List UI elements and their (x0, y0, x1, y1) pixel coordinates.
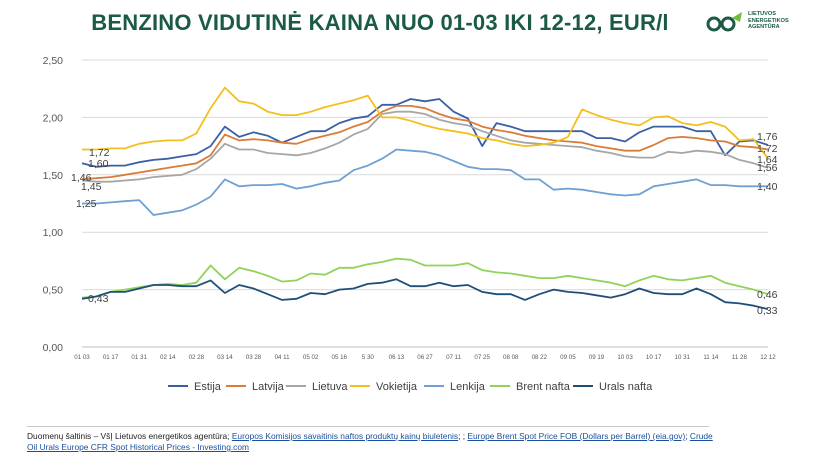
data-label-start: 1,46 (71, 172, 92, 184)
chart-series (81, 86, 769, 310)
x-tick-label: 03 14 (217, 354, 233, 361)
x-tick-label: 04 11 (275, 354, 291, 361)
series-line-lenkija (82, 148, 768, 216)
series-line-estija (81, 98, 769, 168)
source-link-ec-bulletin[interactable]: Europos Komisijos savaitinis naftos prod… (231, 431, 459, 441)
legend-label: Latvija (252, 381, 285, 393)
data-label-start: 1,45 (81, 181, 102, 193)
x-tick-label: 01 03 (74, 354, 90, 361)
logo-line: AGENTŪRA (748, 24, 780, 31)
x-tick-label: 06 27 (417, 354, 433, 361)
x-tick-label: 07 11 (446, 354, 462, 361)
x-tick-label: 08 08 (503, 354, 519, 361)
x-tick-label: 01 17 (103, 354, 119, 361)
x-tick-label: 10 03 (617, 354, 633, 361)
legend-label: Lietuva (312, 381, 348, 393)
data-label-end: 1,64 (757, 154, 778, 166)
series-line-brent-nafta (81, 257, 769, 299)
logo-line: ENERGETIKOS (748, 17, 789, 24)
x-tick-label: 10 31 (675, 354, 691, 361)
data-label-start: 1,25 (76, 198, 97, 210)
series-line-latvija (81, 105, 769, 181)
data-labels: 1,601,761,461,721,451,561,721,641,251,40… (71, 131, 778, 317)
x-tick-label: 01 31 (131, 354, 147, 361)
data-label-end: 1,76 (757, 131, 778, 143)
series-line-urals-nafta (81, 278, 769, 310)
price-line-chart: 0,00 0,50 1,00 1,50 2,00 2,50 01 03 01 17 01 31… (43, 55, 778, 393)
data-label-end: 1,72 (757, 143, 778, 155)
lea-logo: LIETUVOS ENERGETIKOS AGENTŪRA (706, 8, 816, 38)
x-tick-label: 09 05 (560, 354, 576, 361)
x-tick-label: 11 14 (703, 354, 719, 361)
x-tick-label: 05 16 (332, 354, 348, 361)
data-label-end: 0,46 (757, 289, 778, 301)
y-tick-label: 2,00 (43, 112, 64, 124)
chart-grid (82, 59, 768, 348)
legend-label: Estija (194, 381, 222, 393)
x-tick-label: 08 22 (532, 354, 548, 361)
source-link-investing-urals[interactable]: Crude Oil Urals Europe CFR Spot Historic… (27, 431, 713, 452)
source-separator: ; (685, 431, 690, 441)
lea-logo-icon (706, 12, 742, 32)
data-label-end: 1,40 (757, 181, 778, 193)
data-label-start: 1,60 (88, 158, 109, 170)
x-axis: 01 03 01 17 01 31 02 14 02 28 03 14 03 28 04 11… (74, 354, 776, 361)
lea-logo-text: LIETUVOS ENERGETIKOS AGENTŪRA (748, 11, 789, 31)
x-tick-label: 12 12 (760, 354, 776, 361)
source-link-eia-brent[interactable]: Europe Brent Spot Price FOB (Dollars per… (467, 431, 686, 441)
data-label-start: 0,43 (88, 293, 109, 305)
x-tick-label: 02 14 (160, 354, 176, 361)
x-tick-label: 02 28 (189, 354, 205, 361)
source-divider (27, 426, 709, 427)
source-prefix: Duomenų šaltinis – VšĮ Lietuvos energeti… (27, 431, 232, 441)
y-tick-label: 2,50 (43, 55, 64, 67)
x-tick-label: 11 28 (732, 354, 748, 361)
data-label-end: 0,33 (757, 305, 778, 317)
legend-label: Lenkija (450, 381, 486, 393)
y-tick-label: 1,50 (43, 170, 64, 182)
data-label-end: 1,56 (757, 162, 778, 174)
x-tick-label: 06 13 (389, 354, 405, 361)
page-title: BENZINO VIDUTINĖ KAINA NUO 01-03 IKI 12-… (91, 10, 669, 35)
chart-legend: Estija Latvija Lietuva Vokietija Lenkija Bren… (168, 381, 653, 393)
y-axis: 0,00 0,50 1,00 1,50 2,00 2,50 (43, 55, 64, 354)
legend-label: Brent nafta (516, 381, 571, 393)
y-tick-label: 0,50 (43, 285, 64, 297)
x-tick-label: 05 02 (303, 354, 319, 361)
data-label-start: 1,72 (89, 147, 110, 159)
y-tick-label: 0,00 (43, 342, 64, 354)
x-tick-label: 03 28 (246, 354, 262, 361)
x-tick-label: 07 25 (474, 354, 490, 361)
x-tick-label: 10 17 (646, 354, 662, 361)
series-line-lietuva (81, 110, 769, 183)
legend-label: Vokietija (376, 381, 418, 393)
series-line-vokietija (82, 86, 769, 160)
x-tick-label: 09 19 (589, 354, 605, 361)
logo-line: LIETUVOS (748, 11, 776, 17)
legend-label: Urals nafta (599, 381, 653, 393)
source-separator: ; ; (458, 431, 468, 441)
x-tick-label: 5 30 (362, 354, 375, 361)
y-tick-label: 1,00 (43, 227, 64, 239)
source-note: Duomenų šaltinis – VšĮ Lietuvos energeti… (27, 431, 717, 453)
